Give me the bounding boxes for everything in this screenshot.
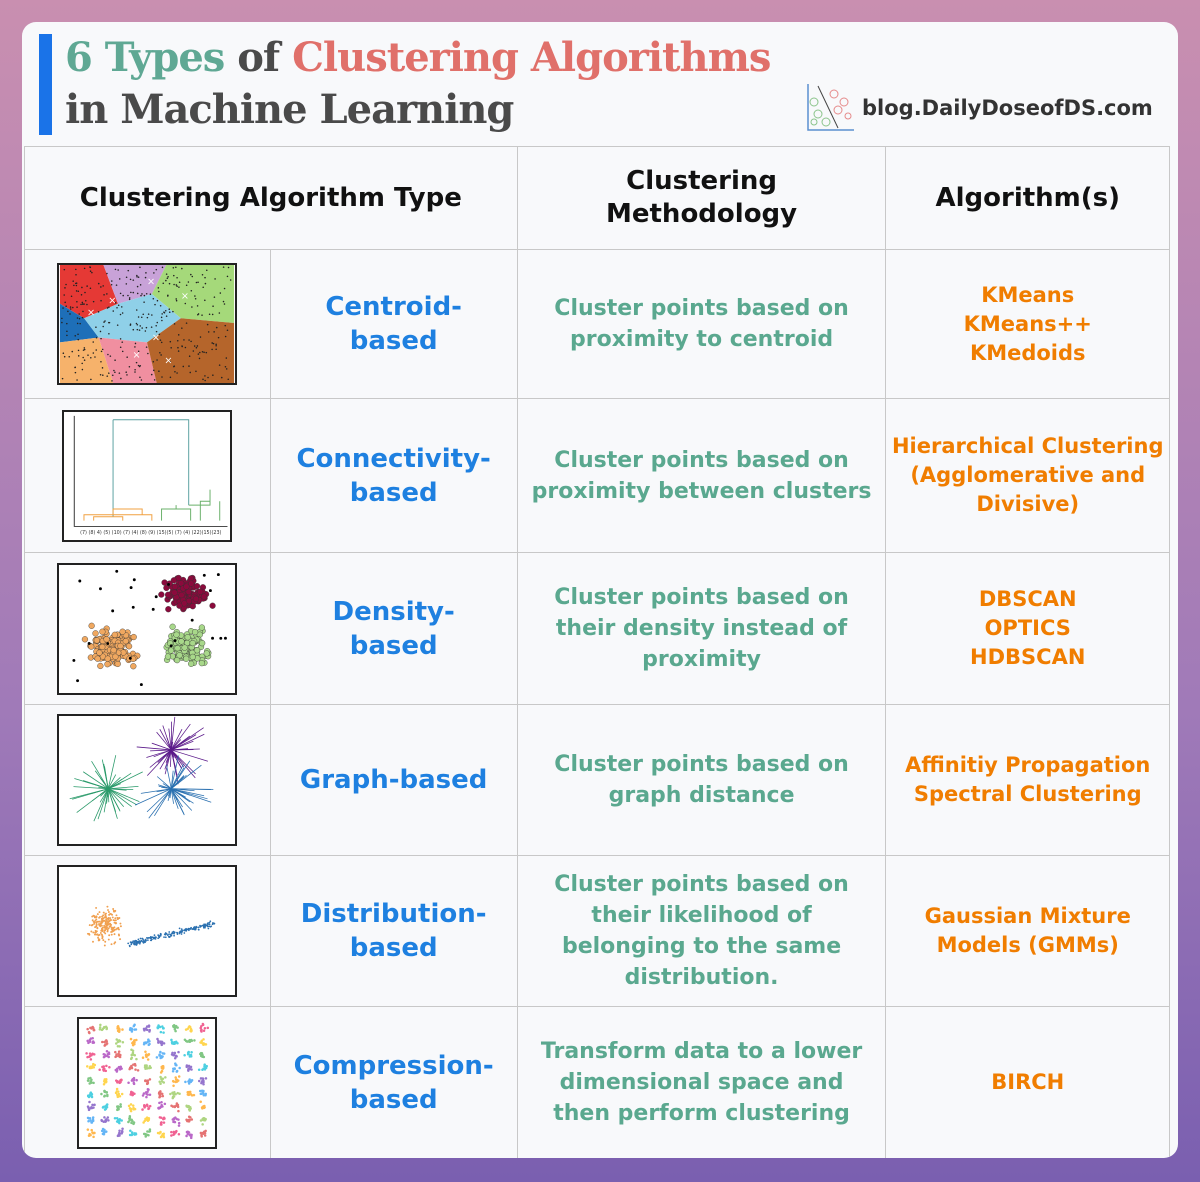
cluster-type: Density-based bbox=[269, 552, 518, 705]
header-methodology-text: Clustering Methodology bbox=[606, 166, 798, 229]
svg-text:×: × bbox=[147, 276, 155, 287]
thumbnail-cell bbox=[24, 1006, 271, 1158]
table-row: (7) (8) 4) (5) (10) (7) (4) (8) (9) (15)… bbox=[24, 398, 1170, 553]
methodology: Transform data to a lower dimensional sp… bbox=[516, 1006, 887, 1158]
algorithms: Hierarchical Clustering (Agglomerative a… bbox=[885, 398, 1170, 553]
methodology: Cluster points based on proximity betwee… bbox=[516, 398, 887, 553]
header-methodology: Clustering Methodology bbox=[516, 146, 887, 250]
voronoi-kmeans-plot: × × × × × × × bbox=[57, 263, 238, 385]
svg-text:×: × bbox=[165, 356, 173, 367]
table-row: × × × × × × × Centroid-based Cluster points base… bbox=[24, 249, 1170, 399]
graph-star-plot bbox=[57, 714, 238, 846]
algorithms: Gaussian Mixture Models (GMMs) bbox=[885, 855, 1170, 1007]
cluster-type: Connectivity-based bbox=[269, 398, 518, 553]
birch-grid-plot bbox=[77, 1016, 218, 1149]
methodology-text: Cluster points based on their likelihood… bbox=[554, 872, 849, 990]
title-line-2: in Machine Learning bbox=[65, 86, 514, 133]
methodology-text: Transform data to a lower dimensional sp… bbox=[540, 1039, 863, 1126]
clustering-table: Clustering Algorithm Type Clustering Met… bbox=[24, 146, 1170, 1158]
methodology: Cluster points based on their likelihood… bbox=[516, 855, 887, 1007]
gaussian-scatter-plot bbox=[57, 865, 238, 997]
methodology: Cluster points based on their density in… bbox=[516, 552, 887, 705]
cluster-type: Centroid-based bbox=[269, 249, 518, 399]
infographic-card: 6 Types of Clustering Algorithms in Mach… bbox=[22, 22, 1178, 1158]
table-row: Distribution-based Cluster points based o… bbox=[24, 855, 1170, 1007]
thumbnail-cell bbox=[24, 855, 271, 1007]
thumbnail-cell bbox=[24, 552, 271, 705]
methodology: Cluster points based on graph distance bbox=[516, 704, 887, 856]
algorithms: DBSCAN OPTICS HDBSCAN bbox=[885, 552, 1170, 705]
methodology-text: Cluster points based on proximity betwee… bbox=[531, 447, 872, 504]
svg-text:×: × bbox=[133, 350, 141, 361]
table-row: Compression-based Transform data to a low… bbox=[24, 1006, 1170, 1158]
cluster-type: Distribution-based bbox=[269, 855, 518, 1007]
header-algorithms: Algorithm(s) bbox=[885, 146, 1170, 250]
cluster-type: Compression-based bbox=[269, 1006, 518, 1158]
brand: blog.DailyDoseofDS.com bbox=[804, 82, 1153, 134]
algorithms: Affinitiy Propagation Spectral Clustering bbox=[885, 704, 1170, 856]
svg-text:×: × bbox=[87, 307, 95, 318]
brand-url: blog.DailyDoseofDS.com bbox=[862, 96, 1153, 120]
dendrogram-plot: (7) (8) 4) (5) (10) (7) (4) (8) (9) (15)… bbox=[62, 409, 233, 542]
cluster-type: Graph-based bbox=[269, 704, 518, 856]
methodology-text: Cluster points based on proximity to cen… bbox=[554, 296, 849, 352]
table-row: Graph-based Cluster points based on graph… bbox=[24, 704, 1170, 856]
thumbnail-cell: (7) (8) 4) (5) (10) (7) (4) (8) (9) (15)… bbox=[24, 398, 271, 553]
methodology: Cluster points based on proximity to cen… bbox=[516, 249, 887, 399]
thumbnail-cell bbox=[24, 704, 271, 856]
table-row: Density-based Cluster points based on the… bbox=[24, 552, 1170, 705]
title-of: of bbox=[237, 34, 280, 81]
header-row: Clustering Algorithm Type Clustering Met… bbox=[24, 146, 1170, 250]
title-types: 6 Types bbox=[65, 34, 225, 81]
scatter-logo-icon bbox=[807, 84, 854, 131]
accent-bar bbox=[39, 34, 52, 135]
title-clustering: Clustering Algorithms bbox=[292, 34, 771, 81]
thumbnail-cell: × × × × × × × bbox=[24, 249, 271, 399]
methodology-text: Cluster points based on their density in… bbox=[554, 585, 849, 672]
density-scatter-plot bbox=[57, 562, 238, 695]
header-type: Clustering Algorithm Type bbox=[24, 146, 518, 250]
algorithms: BIRCH bbox=[885, 1006, 1170, 1158]
methodology-text: Cluster points based on graph distance bbox=[554, 752, 849, 808]
svg-text:×: × bbox=[181, 291, 189, 302]
title-line-1: 6 Types of Clustering Algorithms bbox=[65, 34, 771, 81]
svg-text:×: × bbox=[109, 296, 117, 307]
svg-text:×: × bbox=[152, 332, 160, 343]
svg-text:(7) (8) 4) (5) (10) (7) (4) (8: (7) (8) 4) (5) (10) (7) (4) (8) (9) (15)… bbox=[80, 530, 221, 536]
algorithms: KMeans KMeans++ KMedoids bbox=[885, 249, 1170, 399]
